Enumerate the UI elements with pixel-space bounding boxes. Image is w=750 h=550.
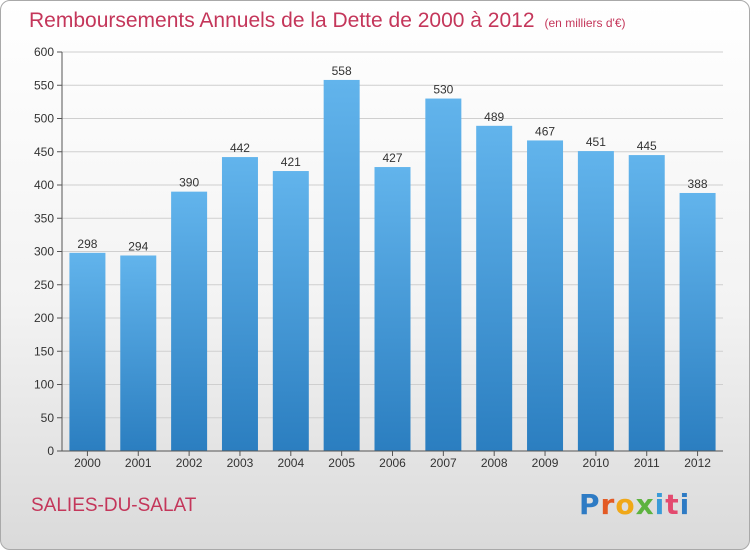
x-tick-label: 2002 bbox=[176, 456, 203, 470]
data-label: 421 bbox=[281, 155, 301, 169]
title-text: Remboursements Annuels de la Dette de 20… bbox=[29, 9, 535, 32]
x-tick-label: 2004 bbox=[277, 456, 304, 470]
bar bbox=[577, 151, 614, 451]
data-label: 294 bbox=[128, 239, 148, 253]
y-tick-label: 350 bbox=[34, 211, 54, 225]
data-label: 442 bbox=[230, 141, 250, 155]
data-label: 390 bbox=[179, 176, 199, 190]
chart-subtitle: (en milliers d'€) bbox=[544, 16, 626, 30]
proxiti-logo: Proxiti bbox=[579, 488, 690, 521]
bar bbox=[425, 98, 462, 452]
y-tick-label: 500 bbox=[34, 112, 54, 126]
bar bbox=[628, 155, 665, 451]
bar bbox=[272, 171, 309, 451]
x-tick-label: 2012 bbox=[684, 456, 711, 470]
data-label: 530 bbox=[433, 83, 453, 97]
bar bbox=[323, 79, 360, 452]
data-label: 445 bbox=[637, 139, 657, 153]
y-tick-label: 550 bbox=[34, 78, 54, 92]
data-labels: 298 294 390 442 421 558 427 530 489 467 451 445 388 bbox=[77, 64, 708, 254]
data-label: 298 bbox=[77, 237, 97, 251]
logo-letter: o bbox=[615, 488, 636, 521]
logo-letter: P bbox=[579, 488, 601, 521]
data-label: 489 bbox=[484, 110, 504, 124]
x-tick-label: 2005 bbox=[328, 456, 355, 470]
y-tick-label: 300 bbox=[34, 245, 54, 259]
logo-letter: r bbox=[600, 488, 616, 521]
x-tick-label: 2008 bbox=[481, 456, 508, 470]
data-label: 451 bbox=[586, 135, 606, 149]
y-tick-label: 600 bbox=[34, 45, 54, 59]
x-tick-label: 2001 bbox=[125, 456, 152, 470]
y-tick-label: 450 bbox=[34, 145, 54, 159]
bars bbox=[69, 79, 716, 452]
logo-letter: i bbox=[679, 488, 691, 521]
commune-name: SALIES-DU-SALAT bbox=[31, 495, 197, 516]
axes: 0 50 100 150 200 250 300 350 400 450 500 550 600 2000… bbox=[34, 45, 723, 470]
data-label: 558 bbox=[332, 64, 352, 78]
data-label: 467 bbox=[535, 124, 555, 138]
y-tick-label: 100 bbox=[34, 378, 54, 392]
bar bbox=[679, 192, 716, 452]
chart-title: Remboursements Annuels de la Dette de 20… bbox=[29, 9, 626, 33]
logo-letter: x bbox=[635, 488, 655, 521]
x-tick-label: 2011 bbox=[634, 456, 660, 470]
data-label: 427 bbox=[382, 151, 402, 165]
bar bbox=[120, 255, 157, 451]
data-label: 388 bbox=[688, 177, 708, 191]
bar bbox=[171, 191, 208, 451]
y-tick-label: 0 bbox=[47, 444, 54, 458]
bar bbox=[527, 140, 564, 451]
y-tick-label: 200 bbox=[34, 311, 54, 325]
logo-letter: i bbox=[654, 488, 666, 521]
bar bbox=[476, 125, 513, 451]
bar bbox=[221, 157, 258, 451]
bar bbox=[69, 252, 106, 451]
x-tick-label: 2006 bbox=[379, 456, 406, 470]
x-tick-label: 2000 bbox=[74, 456, 101, 470]
x-tick-label: 2003 bbox=[227, 456, 254, 470]
bar bbox=[374, 167, 411, 452]
y-tick-label: 50 bbox=[41, 411, 55, 425]
x-tick-label: 2009 bbox=[532, 456, 559, 470]
x-tick-label: 2007 bbox=[430, 456, 457, 470]
y-tick-label: 400 bbox=[34, 178, 54, 192]
logo-letter: t bbox=[665, 488, 680, 521]
x-tick-label: 2010 bbox=[583, 456, 610, 470]
y-tick-label: 250 bbox=[34, 278, 54, 292]
y-tick-label: 150 bbox=[34, 344, 54, 358]
